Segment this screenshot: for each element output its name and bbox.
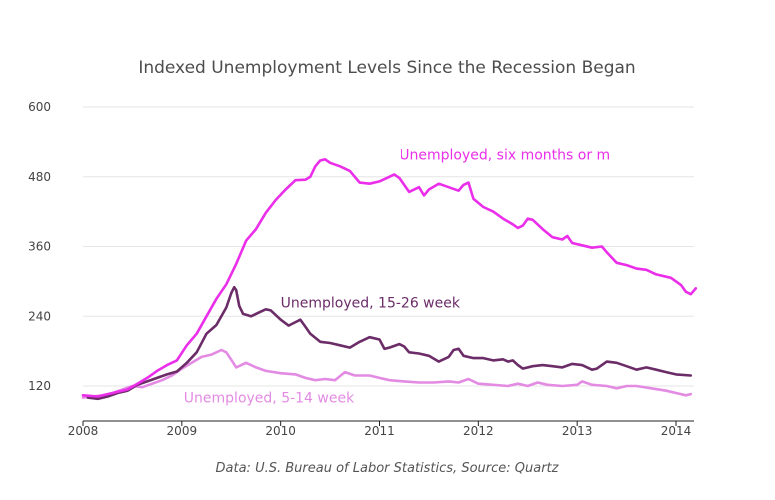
x-tick-label-2014: 2014 <box>661 424 692 438</box>
series-annotations: Unemployed, six months or more Unemployed… <box>184 147 633 406</box>
x-axis: 2008 2009 2010 2011 2012 2013 2014 <box>68 421 692 438</box>
x-tick-label-2012: 2012 <box>463 424 494 438</box>
y-tick-label-120: 120 <box>28 379 51 393</box>
x-tick-label-2013: 2013 <box>562 424 593 438</box>
y-tick-label-360: 360 <box>28 240 51 254</box>
series-line-1 <box>86 285 693 401</box>
chart-title: Indexed Unemployment Levels Since the Re… <box>138 58 635 78</box>
x-tick-label-2010: 2010 <box>265 424 296 438</box>
chart-source-note: Data: U.S. Bureau of Labor Statistics, S… <box>216 461 560 476</box>
series-lines <box>81 158 698 401</box>
x-tick-label-2011: 2011 <box>364 424 395 438</box>
y-axis: 120 240 360 480 600 <box>28 100 51 393</box>
y-tick-label-240: 240 <box>28 309 51 323</box>
x-tick-label-2009: 2009 <box>167 424 198 438</box>
series-line-2 <box>81 158 698 398</box>
series-label-1: Unemployed, 15-26 week <box>281 296 461 312</box>
series-label-2: Unemployed, six months or more <box>399 147 633 163</box>
x-tick-label-2008: 2008 <box>68 424 99 438</box>
series-label-0: Unemployed, 5-14 week <box>184 390 355 406</box>
y-tick-label-480: 480 <box>28 170 51 184</box>
y-tick-label-600: 600 <box>28 100 51 114</box>
